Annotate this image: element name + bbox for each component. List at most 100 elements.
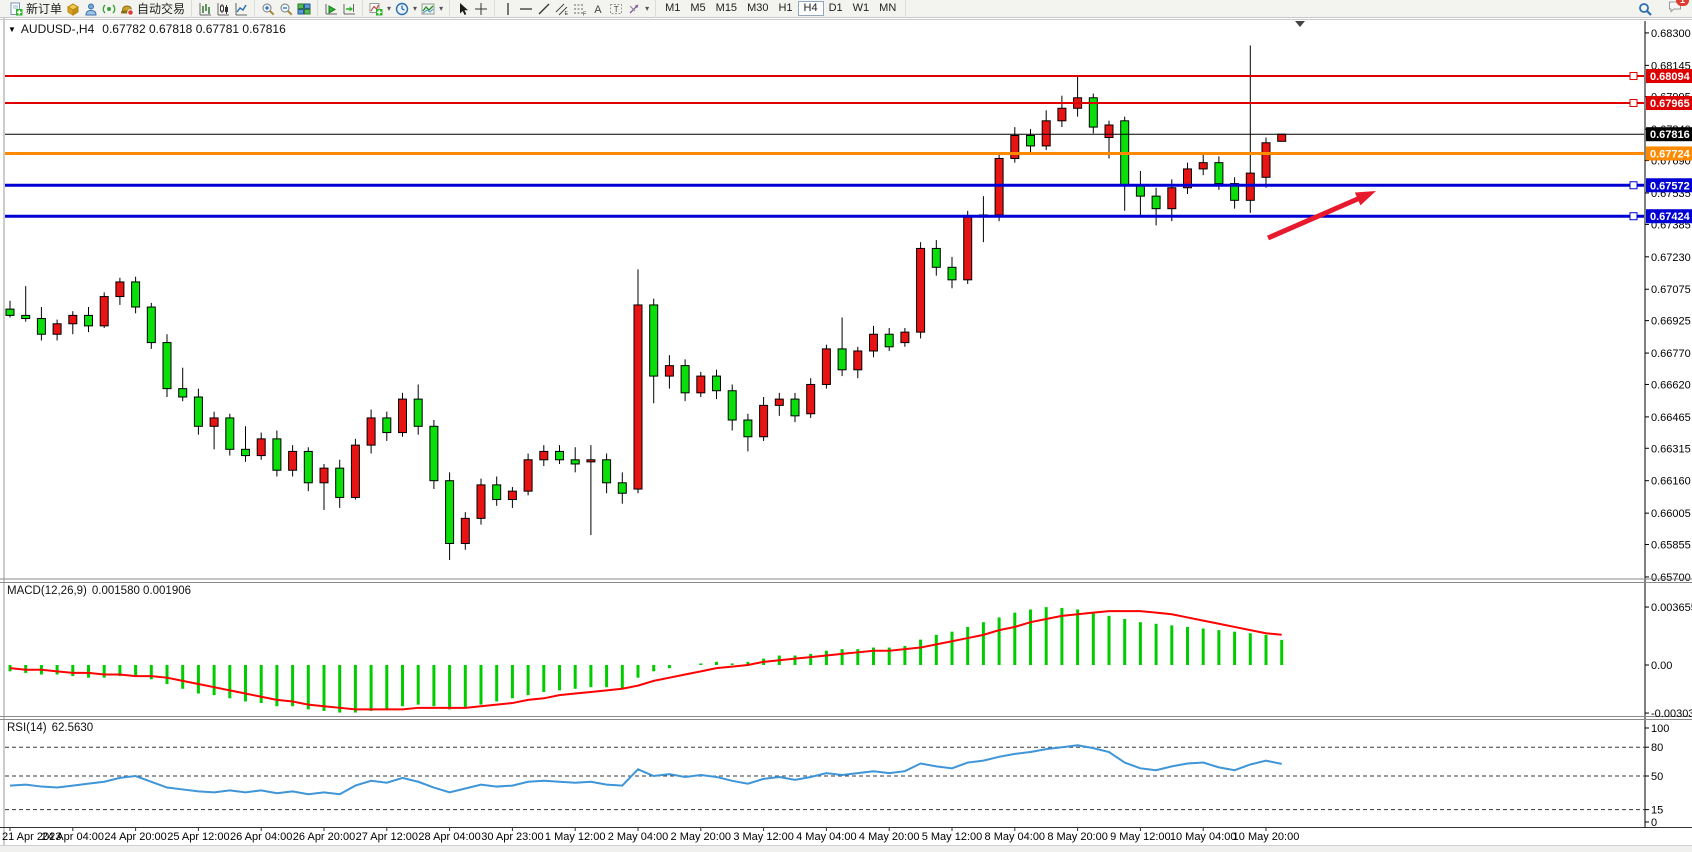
deposit-button[interactable] <box>64 1 82 17</box>
bar-chart-button[interactable] <box>196 1 214 17</box>
svg-text:0.67230: 0.67230 <box>1651 252 1691 264</box>
svg-text:5 May 12:00: 5 May 12:00 <box>922 831 983 843</box>
timeframe-m30[interactable]: M30 <box>747 2 769 14</box>
price-badge-0.67965: 0.67965 <box>1646 96 1692 111</box>
macd-indicator-label: MACD(12,26,9) 0.001580 0.001906 <box>7 585 191 597</box>
cursor-icon <box>456 2 470 16</box>
svg-text:25 Apr 12:00: 25 Apr 12:00 <box>167 831 229 843</box>
svg-text:4 May 04:00: 4 May 04:00 <box>796 831 857 843</box>
zoom-out-button[interactable] <box>277 1 295 17</box>
svg-text:10 May 04:00: 10 May 04:00 <box>1170 831 1237 843</box>
label-button[interactable]: T <box>607 1 625 17</box>
price-badge-0.67572: 0.67572 <box>1646 178 1692 193</box>
svg-text:27 Apr 12:00: 27 Apr 12:00 <box>356 831 418 843</box>
svg-text:0.68094: 0.68094 <box>1650 71 1691 83</box>
hline-button[interactable] <box>517 1 535 17</box>
channel-button[interactable]: E <box>553 1 571 17</box>
rsi-panel: 100 80 50 150 <box>5 723 1669 829</box>
signals-icon <box>102 2 116 16</box>
svg-text:80: 80 <box>1651 742 1663 754</box>
trendline-button[interactable] <box>535 1 553 17</box>
shapes-button[interactable]: ▾ <box>625 1 651 17</box>
autotrade-button[interactable]: 自动交易 <box>118 1 187 17</box>
periods-dropdown-icon[interactable]: ▾ <box>413 4 418 13</box>
indicators-dropdown-icon[interactable]: ▾ <box>387 4 392 13</box>
svg-text:24 Apr 04:00: 24 Apr 04:00 <box>42 831 104 843</box>
price-badge-0.68094: 0.68094 <box>1646 69 1692 84</box>
timeframe-m5[interactable]: M5 <box>690 2 706 14</box>
macd-values: 0.001580 0.001906 <box>91 585 192 597</box>
timeframe-m1[interactable]: M1 <box>665 2 681 14</box>
hline-0.67424[interactable] <box>5 212 1644 221</box>
rsi-values: 62.5630 <box>51 722 94 734</box>
rsi-line <box>9 744 1282 796</box>
autotrade-label: 自动交易 <box>137 1 186 16</box>
templates-dropdown-icon[interactable]: ▾ <box>439 4 444 13</box>
line-chart-button[interactable] <box>232 1 250 17</box>
symbol-dropdown-icon[interactable]: ▼ <box>8 25 16 34</box>
tile-windows-button[interactable] <box>295 1 313 17</box>
community-button[interactable] <box>82 1 100 17</box>
svg-text:28 Apr 04:00: 28 Apr 04:00 <box>418 831 480 843</box>
macd-panel: 0.003655 0.00 -0.00303 <box>8 602 1692 720</box>
periods-button[interactable]: ▾ <box>393 1 419 17</box>
channel-icon: E <box>555 2 569 16</box>
trend-arrow[interactable] <box>1267 191 1376 241</box>
label-icon: T <box>609 2 623 16</box>
auto-scroll-button[interactable] <box>322 1 340 17</box>
timeframe-d1[interactable]: D1 <box>828 2 843 14</box>
timeframe-h4[interactable]: H4 <box>797 1 824 16</box>
timeframe-h1[interactable]: H1 <box>778 2 793 14</box>
toolbar-group: ▾ ▾ ▾ <box>363 0 451 18</box>
svg-text:0.66005: 0.66005 <box>1651 508 1691 520</box>
indicators-button[interactable]: ▾ <box>367 1 393 17</box>
hline-0.67965[interactable] <box>5 99 1644 108</box>
svg-text:A: A <box>594 4 602 16</box>
svg-text:50: 50 <box>1651 771 1663 783</box>
svg-text:-0.00303: -0.00303 <box>1651 708 1692 720</box>
svg-text:T: T <box>614 5 619 14</box>
timeframe-group: M1 M5 M15 M30 H1 H4 D1 W1 MN <box>656 0 907 18</box>
svg-text:8 May 04:00: 8 May 04:00 <box>985 831 1046 843</box>
signals-button[interactable] <box>100 1 118 17</box>
main-toolbar: 新订单 自动交易 ▾ ▾ ▾ E F A T ▾ M1 M5 M15 M30 H1 H4 D1 W1 MN 1 <box>0 0 1692 18</box>
cursor-button[interactable] <box>454 1 472 17</box>
svg-text:3 May 12:00: 3 May 12:00 <box>733 831 794 843</box>
symbol-period-label: AUDUSD-,H4 <box>20 22 95 36</box>
chart-shift-icon <box>342 2 356 16</box>
search-icon[interactable] <box>1636 1 1654 17</box>
svg-text:0.67965: 0.67965 <box>1650 98 1690 110</box>
price-badge-0.67424: 0.67424 <box>1646 209 1692 224</box>
candle-chart-button[interactable] <box>214 1 232 17</box>
indicators-icon <box>369 2 383 16</box>
toolbar-group: 新订单 自动交易 <box>3 0 193 18</box>
notifications-chat-button[interactable]: 1 <box>1668 0 1689 18</box>
shapes-dropdown-icon[interactable]: ▾ <box>645 4 650 13</box>
svg-text:0.003655: 0.003655 <box>1651 602 1692 614</box>
timeframe-w1[interactable]: W1 <box>852 2 870 14</box>
new-order-button[interactable]: 新订单 <box>7 1 64 17</box>
svg-text:2 May 04:00: 2 May 04:00 <box>608 831 669 843</box>
svg-text:0.66620: 0.66620 <box>1651 379 1691 391</box>
timeframe-m15[interactable]: M15 <box>715 2 738 14</box>
text-button[interactable]: A <box>589 1 607 17</box>
zoom-in-button[interactable] <box>259 1 277 17</box>
templates-button[interactable]: ▾ <box>419 1 445 17</box>
chart-shift-button[interactable] <box>340 1 358 17</box>
svg-text:0.65855: 0.65855 <box>1651 540 1691 552</box>
deposit-icon <box>66 2 80 16</box>
crosshair-button[interactable] <box>472 1 490 17</box>
candles-layer <box>5 45 1287 561</box>
vline-button[interactable] <box>499 1 517 17</box>
svg-text:0.66315: 0.66315 <box>1651 443 1691 455</box>
macd-signal-line <box>9 610 1282 711</box>
hline-0.67572[interactable] <box>5 181 1644 190</box>
hline-0.68094[interactable] <box>5 72 1644 81</box>
fibonacci-button[interactable]: F <box>571 1 589 17</box>
svg-text:15: 15 <box>1651 805 1663 817</box>
timeframe-mn[interactable]: MN <box>879 2 897 14</box>
svg-text:2 May 20:00: 2 May 20:00 <box>671 831 732 843</box>
rsi-name: RSI(14) <box>7 722 47 734</box>
